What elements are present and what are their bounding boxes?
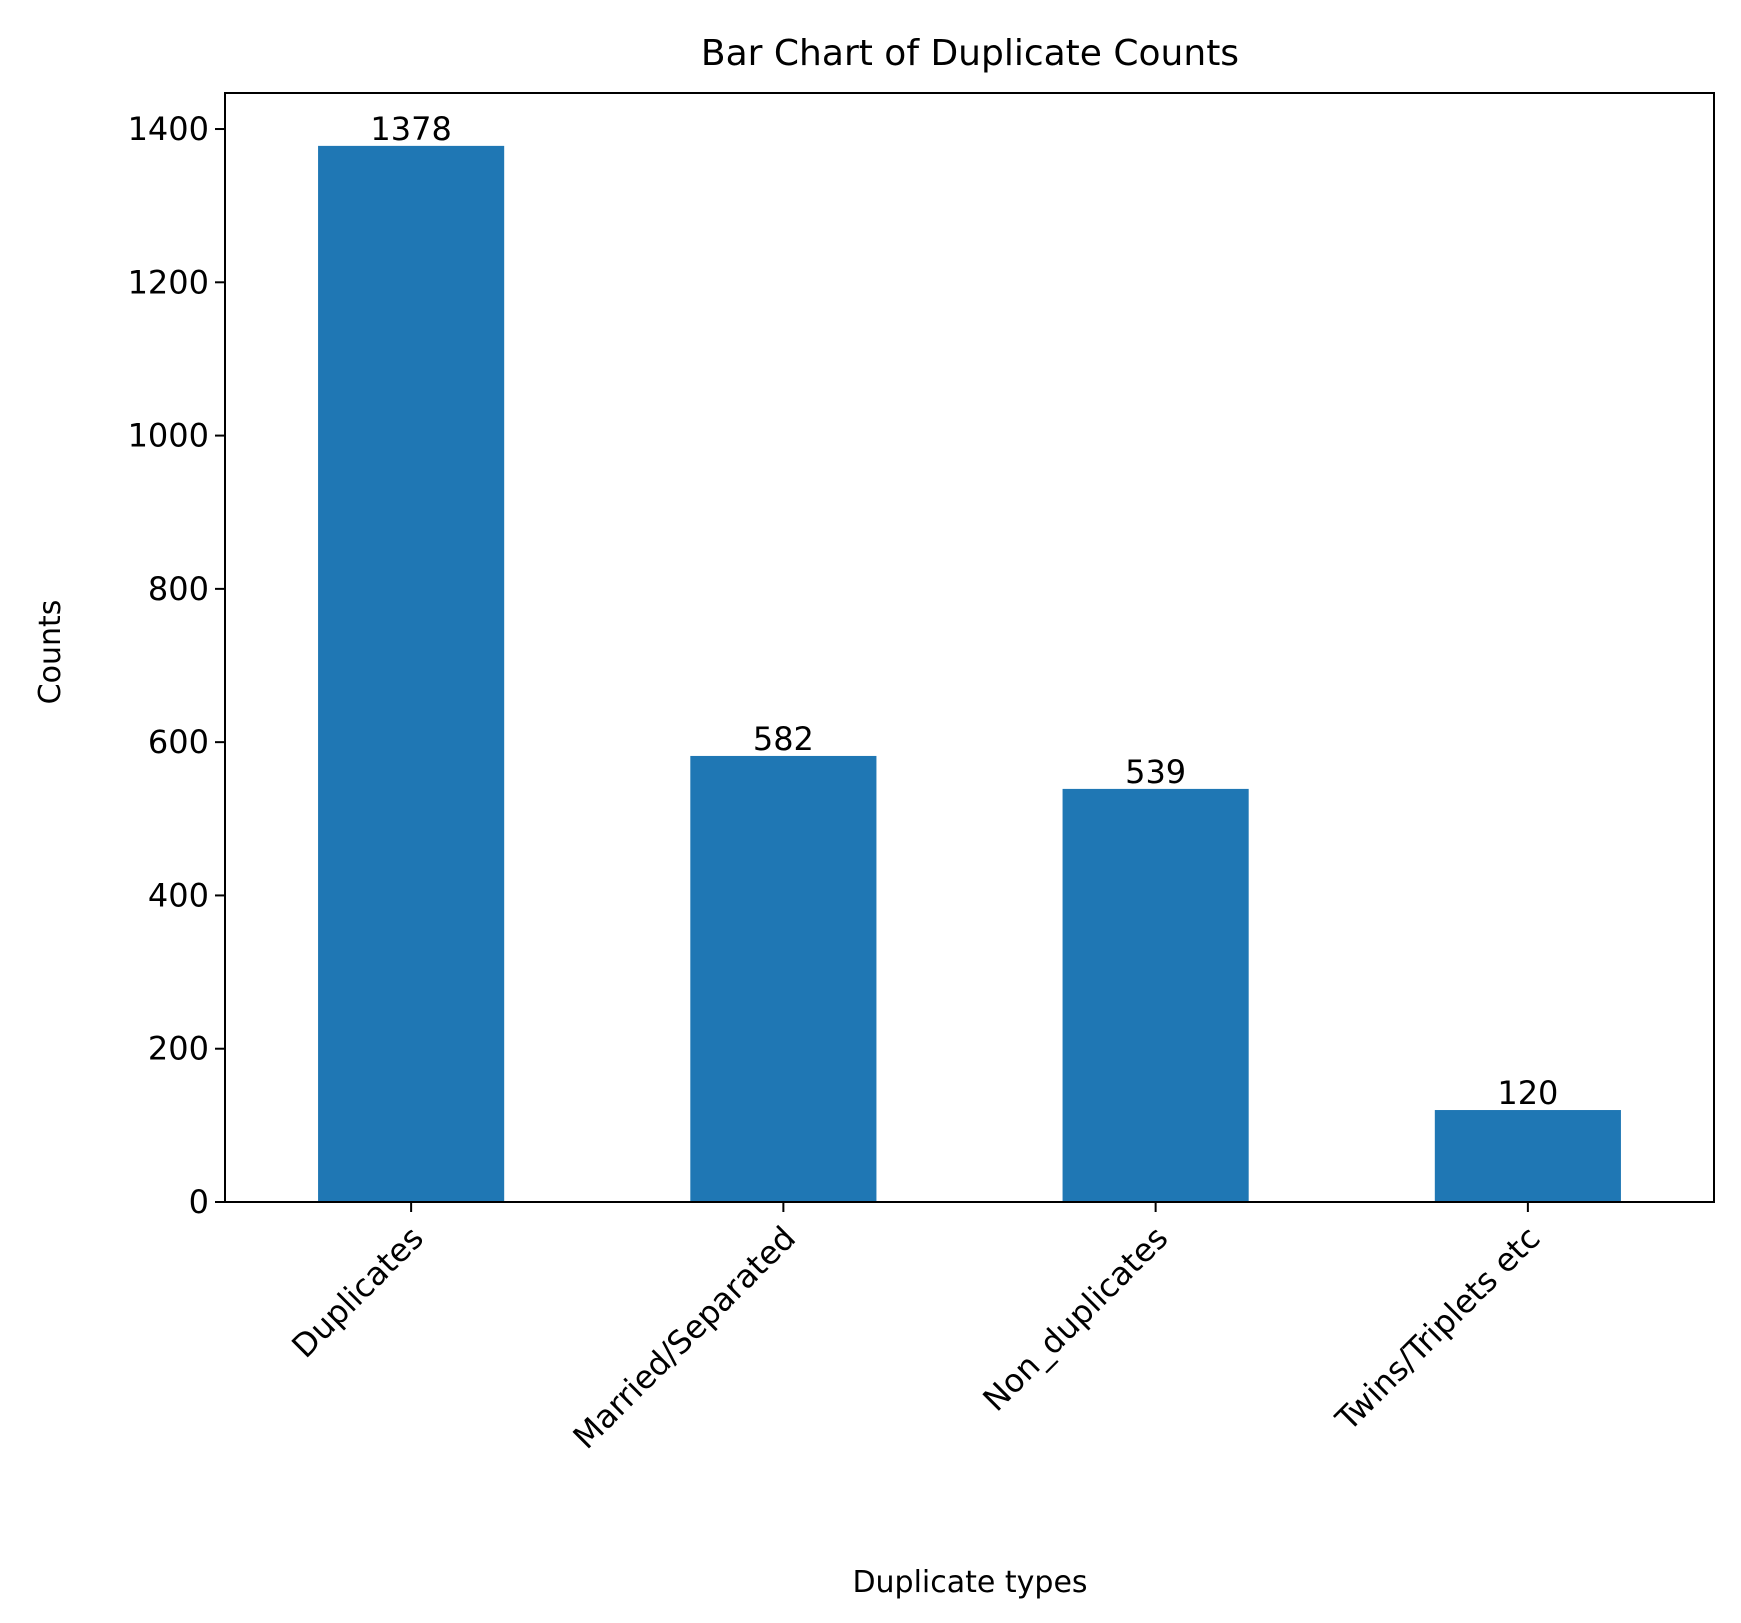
y-tick-label-1: 200 [148, 1030, 209, 1068]
bar-2 [1062, 788, 1249, 1202]
chart-title: Bar Chart of Duplicate Counts [701, 33, 1239, 74]
y-tick-label-0: 0 [189, 1183, 209, 1221]
data-labels-group: 1378 582 539 120 [370, 110, 1558, 1112]
data-label-1: 582 [753, 720, 814, 758]
data-label-3: 120 [1497, 1074, 1558, 1112]
y-tick-label-7: 1400 [128, 110, 209, 148]
bar-3 [1434, 1110, 1621, 1202]
y-axis: 0 200 400 600 800 1000 1200 1400 [128, 110, 225, 1221]
bar-1 [690, 755, 877, 1202]
y-tick-label-4: 800 [148, 570, 209, 608]
y-axis-label: Counts [33, 600, 68, 705]
y-tick-label-5: 1000 [128, 417, 209, 455]
bars-group [318, 145, 1621, 1202]
x-axis-label: Duplicate types [852, 1565, 1087, 1600]
y-tick-label-3: 600 [148, 723, 209, 761]
plot-frame [224, 92, 1715, 1203]
bar-0 [318, 145, 505, 1202]
data-label-0: 1378 [370, 110, 451, 148]
y-tick-label-2: 400 [148, 876, 209, 914]
y-tick-label-6: 1200 [128, 263, 209, 301]
data-label-2: 539 [1125, 753, 1186, 791]
